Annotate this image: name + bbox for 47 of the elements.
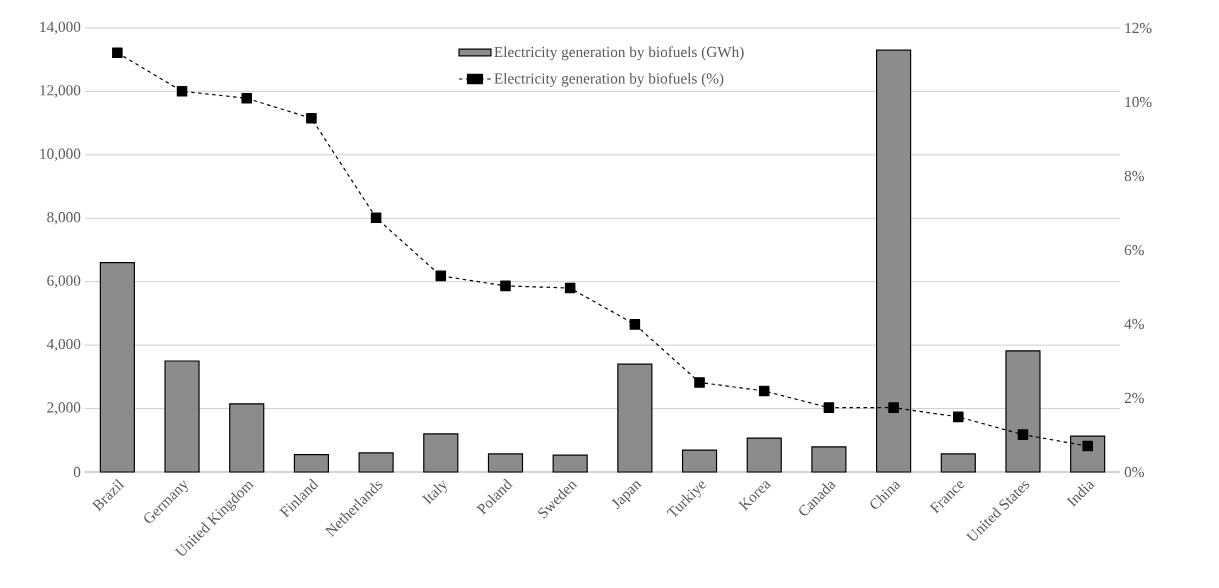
point [370, 212, 382, 224]
bar [617, 363, 653, 473]
bar [293, 453, 330, 473]
bar [746, 437, 782, 473]
x-tick-label: Italy [421, 480, 447, 505]
legend-label: Electricity generation by biofuels (%) [494, 72, 724, 87]
point [1017, 429, 1029, 440]
bar [940, 453, 976, 473]
point [629, 319, 641, 330]
point [1082, 440, 1093, 452]
y2-tick-label: 10% [1125, 96, 1152, 108]
point [241, 93, 253, 104]
bar [681, 449, 718, 473]
bar [99, 262, 135, 473]
bar [164, 360, 200, 473]
point [823, 402, 835, 413]
point [694, 377, 705, 388]
bar [358, 452, 394, 473]
y2-tick-label: 12% [1125, 22, 1152, 34]
y-tick-label: 14,000 [40, 21, 81, 35]
point [953, 411, 964, 423]
point [758, 385, 770, 397]
legend-label: Electricity generation by biofuels (GWh) [494, 46, 744, 61]
bar [487, 453, 524, 473]
bar [552, 454, 588, 473]
y-tick-label: 10,000 [40, 148, 81, 162]
y2-tick-label: 8% [1124, 170, 1144, 182]
y2-tick-label: 4% [1124, 318, 1144, 330]
bar [811, 446, 847, 473]
point [112, 47, 123, 59]
y2-tick-label: 0% [1124, 466, 1144, 478]
y2-tick-label: 6% [1124, 244, 1144, 256]
point [500, 280, 511, 292]
y-tick-label: 12,000 [40, 85, 81, 98]
point [888, 402, 899, 413]
y-tick-label: 6,000 [47, 275, 81, 288]
y-tick-label: 4,000 [46, 338, 81, 352]
y-tick-label: 0 [73, 466, 81, 478]
bar [423, 433, 459, 473]
point [306, 112, 317, 124]
y2-tick-label: 2% [1124, 392, 1144, 404]
point [564, 282, 576, 294]
y-tick-label: 2,000 [47, 402, 81, 415]
point [176, 85, 188, 97]
y-tick-label: 8,000 [47, 212, 81, 225]
bar [229, 403, 265, 473]
point [435, 270, 447, 282]
